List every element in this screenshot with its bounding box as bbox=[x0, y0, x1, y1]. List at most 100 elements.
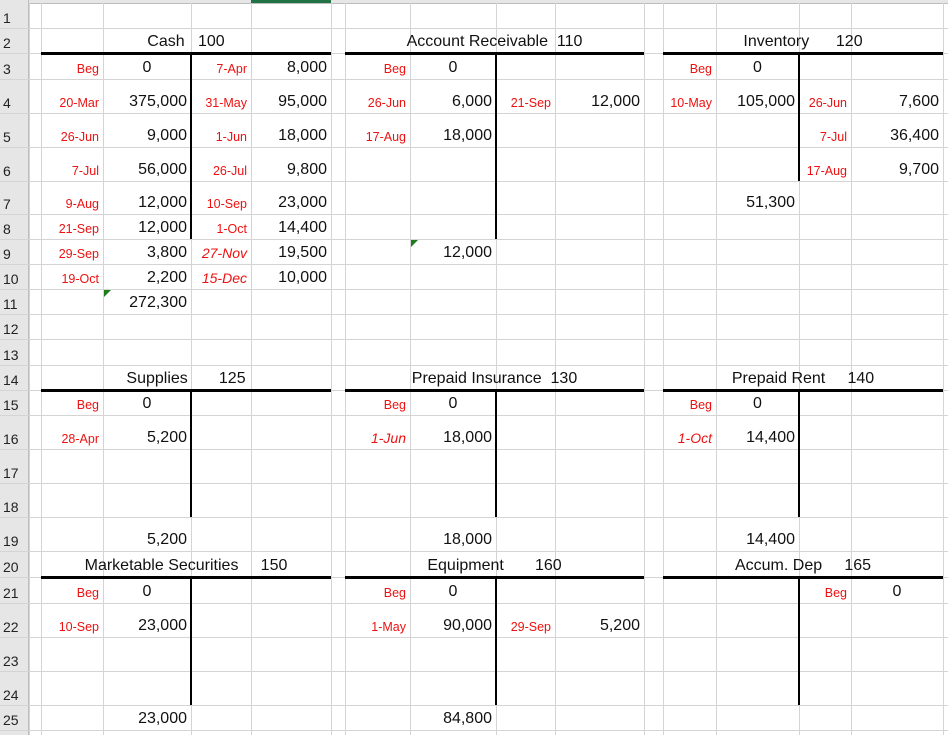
row-number[interactable]: 21 bbox=[3, 585, 19, 601]
debit-amount[interactable]: 18,000 bbox=[443, 429, 492, 446]
credit-amount[interactable]: 10,000 bbox=[278, 269, 327, 286]
debit-amount[interactable]: 0 bbox=[142, 395, 152, 412]
debit-date[interactable]: 1-Jun bbox=[370, 430, 406, 446]
error-indicator-icon[interactable] bbox=[411, 240, 418, 247]
credit-amount[interactable]: 36,400 bbox=[890, 127, 939, 144]
debit-date[interactable]: Beg bbox=[383, 586, 406, 600]
credit-date[interactable]: Beg bbox=[824, 586, 847, 600]
credit-amount[interactable]: 8,000 bbox=[286, 59, 327, 76]
credit-date[interactable]: 1-Jun bbox=[215, 130, 247, 144]
row-number[interactable]: 10 bbox=[3, 271, 19, 287]
row-number[interactable]: 24 bbox=[3, 687, 19, 703]
debit-amount[interactable]: 0 bbox=[448, 395, 458, 412]
debit-amount[interactable]: 0 bbox=[448, 59, 458, 76]
row-number[interactable]: 8 bbox=[3, 221, 11, 237]
debit-date[interactable]: 1-May bbox=[371, 620, 406, 634]
debit-date[interactable]: 17-Aug bbox=[365, 130, 406, 144]
row-number[interactable]: 17 bbox=[3, 465, 19, 481]
debit-date[interactable]: Beg bbox=[76, 398, 99, 412]
credit-amount[interactable]: 23,000 bbox=[278, 194, 327, 211]
credit-date[interactable]: 21-Sep bbox=[510, 96, 551, 110]
row-number[interactable]: 13 bbox=[3, 347, 19, 363]
row-number[interactable]: 9 bbox=[3, 246, 11, 262]
row-number[interactable]: 15 bbox=[3, 397, 19, 413]
balance-amount[interactable]: 272,300 bbox=[129, 294, 187, 311]
debit-amount[interactable]: 375,000 bbox=[129, 93, 187, 110]
row-number[interactable]: 18 bbox=[3, 499, 19, 515]
credit-amount[interactable]: 18,000 bbox=[278, 127, 327, 144]
debit-date[interactable]: 10-Sep bbox=[58, 620, 99, 634]
debit-date[interactable]: 28-Apr bbox=[61, 432, 99, 446]
credit-amount[interactable]: 19,500 bbox=[278, 244, 327, 261]
debit-date[interactable]: Beg bbox=[76, 62, 99, 76]
debit-date[interactable]: 29-Sep bbox=[58, 247, 99, 261]
debit-date[interactable]: 26-Jun bbox=[60, 130, 99, 144]
row-number[interactable]: 22 bbox=[3, 619, 19, 635]
row-number[interactable]: 14 bbox=[3, 372, 19, 388]
row-number[interactable]: 12 bbox=[3, 321, 19, 337]
row-number[interactable]: 2 bbox=[3, 35, 11, 51]
balance-amount[interactable]: 14,400 bbox=[746, 531, 795, 548]
debit-amount[interactable]: 9,000 bbox=[146, 127, 187, 144]
balance-amount[interactable]: 23,000 bbox=[138, 710, 187, 727]
debit-amount[interactable]: 23,000 bbox=[138, 617, 187, 634]
debit-amount[interactable]: 3,800 bbox=[146, 244, 187, 261]
debit-amount[interactable]: 0 bbox=[142, 59, 152, 76]
row-number[interactable]: 4 bbox=[3, 95, 11, 111]
credit-date[interactable]: 31-May bbox=[205, 96, 247, 110]
row-number[interactable]: 19 bbox=[3, 533, 19, 549]
credit-date[interactable]: 27-Nov bbox=[201, 245, 247, 261]
credit-amount[interactable]: 9,800 bbox=[286, 161, 327, 178]
debit-date[interactable]: 19-Oct bbox=[61, 272, 99, 286]
credit-date[interactable]: 29-Sep bbox=[510, 620, 551, 634]
row-number[interactable]: 3 bbox=[3, 61, 11, 77]
credit-date[interactable]: 7-Apr bbox=[216, 62, 247, 76]
debit-date[interactable]: Beg bbox=[689, 398, 712, 412]
row-number[interactable]: 1 bbox=[3, 10, 11, 26]
row-number[interactable]: 20 bbox=[3, 559, 19, 575]
credit-date[interactable]: 7-Jul bbox=[819, 130, 847, 144]
row-number[interactable]: 16 bbox=[3, 431, 19, 447]
debit-date[interactable]: 20-Mar bbox=[59, 96, 99, 110]
debit-amount[interactable]: 56,000 bbox=[138, 161, 187, 178]
debit-amount[interactable]: 90,000 bbox=[443, 617, 492, 634]
credit-amount[interactable]: 5,200 bbox=[599, 617, 640, 634]
credit-amount[interactable]: 0 bbox=[892, 583, 902, 600]
debit-date[interactable]: Beg bbox=[689, 62, 712, 76]
balance-amount[interactable]: 12,000 bbox=[443, 244, 492, 261]
credit-date[interactable]: 17-Aug bbox=[806, 164, 847, 178]
row-header-column[interactable] bbox=[0, 0, 29, 735]
debit-date[interactable]: 21-Sep bbox=[58, 222, 99, 236]
row-number[interactable]: 6 bbox=[3, 163, 11, 179]
credit-amount[interactable]: 12,000 bbox=[591, 93, 640, 110]
debit-amount[interactable]: 5,200 bbox=[146, 429, 187, 446]
row-number[interactable]: 23 bbox=[3, 653, 19, 669]
credit-amount[interactable]: 7,600 bbox=[898, 93, 939, 110]
row-number[interactable]: 7 bbox=[3, 196, 11, 212]
credit-date[interactable]: 10-Sep bbox=[206, 197, 247, 211]
credit-date[interactable]: 26-Jun bbox=[808, 96, 847, 110]
debit-date[interactable]: 26-Jun bbox=[367, 96, 406, 110]
debit-date[interactable]: 9-Aug bbox=[65, 197, 99, 211]
column-header-strip[interactable] bbox=[0, 0, 948, 4]
credit-date[interactable]: 1-Oct bbox=[216, 222, 247, 236]
debit-amount[interactable]: 0 bbox=[142, 583, 152, 600]
row-number[interactable]: 11 bbox=[3, 296, 18, 312]
debit-amount[interactable]: 14,400 bbox=[746, 429, 795, 446]
row-number[interactable]: 25 bbox=[3, 712, 19, 728]
debit-date[interactable]: Beg bbox=[76, 586, 99, 600]
debit-date[interactable]: 7-Jul bbox=[71, 164, 99, 178]
credit-amount[interactable]: 14,400 bbox=[278, 219, 327, 236]
debit-date[interactable]: 1-Oct bbox=[677, 430, 712, 446]
balance-amount[interactable]: 18,000 bbox=[443, 531, 492, 548]
debit-amount[interactable]: 0 bbox=[753, 395, 762, 412]
debit-amount[interactable]: 2,200 bbox=[146, 269, 187, 286]
debit-amount[interactable]: 18,000 bbox=[443, 127, 492, 144]
debit-date[interactable]: 10-May bbox=[670, 96, 712, 110]
error-indicator-icon[interactable] bbox=[104, 290, 111, 297]
credit-amount[interactable]: 95,000 bbox=[278, 93, 327, 110]
debit-amount[interactable]: 6,000 bbox=[451, 93, 492, 110]
credit-date[interactable]: 26-Jul bbox=[212, 164, 247, 178]
debit-amount[interactable]: 0 bbox=[448, 583, 458, 600]
